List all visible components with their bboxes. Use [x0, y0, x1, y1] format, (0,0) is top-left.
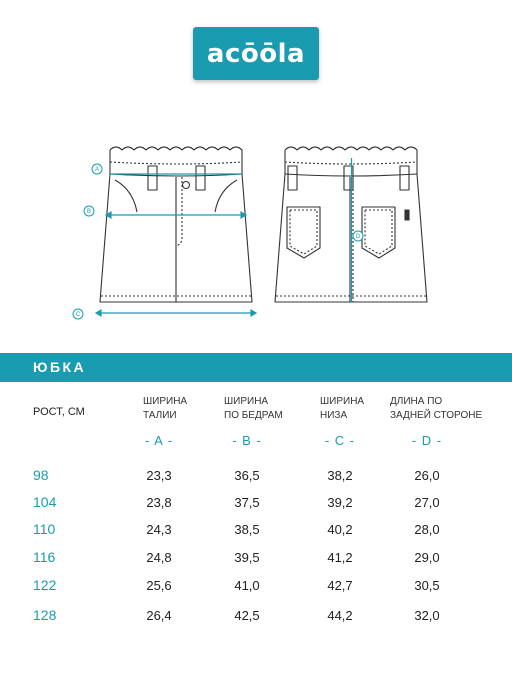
hem-cell: 38,2 [327, 468, 353, 483]
hem-cell: 41,2 [327, 550, 353, 565]
back-length-cell: 29,0 [414, 550, 440, 565]
column-header-back-length-line1: ДЛИНА ПО [390, 396, 443, 407]
column-header-hem: ШИРИНА НИЗА [320, 395, 364, 423]
column-header-back-length: ДЛИНА ПО ЗАДНЕЙ СТОРОНЕ [390, 395, 482, 423]
skirt-technical-drawing: A B C D [72, 146, 428, 320]
brand-logo: acōōla [193, 27, 319, 80]
column-letter-c: - C - [324, 433, 356, 448]
hem-cell: 44,2 [327, 608, 353, 623]
hem-cell: 42,7 [327, 578, 353, 593]
svg-text:C: C [76, 312, 81, 318]
size-cell: 116 [33, 549, 56, 565]
skirt-back-view [274, 146, 428, 303]
waist-cell: 26,4 [146, 608, 172, 623]
hips-cell: 38,5 [234, 522, 260, 537]
hips-cell: 39,5 [234, 550, 260, 565]
hem-cell: 39,2 [327, 495, 353, 510]
marker-a: A [91, 163, 103, 175]
hem-cell: 40,2 [327, 522, 353, 537]
marker-d: D [352, 230, 364, 242]
waist-cell: 25,6 [146, 578, 172, 593]
column-header-hem-line2: НИЗА [320, 410, 348, 421]
size-cell: 122 [33, 577, 57, 593]
marker-b: B [83, 205, 95, 217]
column-header-hem-line1: ШИРИНА [320, 396, 365, 407]
column-header-waist-line2: ТАЛИИ [143, 410, 177, 421]
column-letter-b: - B - [232, 433, 262, 448]
brand-logo-text: acōōla [206, 38, 306, 69]
skirt-front-view [99, 146, 253, 303]
waist-cell: 24,8 [146, 550, 172, 565]
size-cell: 104 [33, 494, 57, 510]
size-cell: 98 [33, 467, 49, 483]
waist-cell: 24,3 [146, 522, 172, 537]
height-header: РОСТ, СМ [33, 406, 85, 418]
hips-cell: 36,5 [234, 468, 260, 483]
back-length-cell: 32,0 [414, 608, 440, 623]
title-band: ЮБКА [0, 353, 512, 382]
column-header-hips-line1: ШИРИНА [224, 396, 269, 407]
column-header-waist: ШИРИНА ТАЛИИ [143, 395, 187, 423]
column-header-hips-line2: ПО БЕДРАМ [224, 410, 283, 421]
size-cell: 128 [33, 607, 57, 623]
column-letter-a: - A - [144, 433, 174, 448]
svg-text:A: A [95, 167, 99, 173]
hips-cell: 41,0 [234, 578, 260, 593]
waist-cell: 23,8 [146, 495, 172, 510]
svg-text:D: D [356, 234, 361, 240]
column-header-waist-line1: ШИРИНА [143, 396, 188, 407]
column-letter-d: - D - [411, 433, 443, 448]
size-cell: 110 [33, 521, 56, 537]
back-length-cell: 27,0 [414, 495, 440, 510]
hips-cell: 37,5 [234, 495, 260, 510]
waist-cell: 23,3 [146, 468, 172, 483]
marker-c: C [72, 308, 84, 320]
page-title: ЮБКА [33, 359, 87, 375]
svg-text:B: B [87, 209, 91, 215]
hips-cell: 42,5 [234, 608, 260, 623]
back-length-cell: 30,5 [414, 578, 440, 593]
back-length-cell: 26,0 [414, 468, 440, 483]
column-header-back-length-line2: ЗАДНЕЙ СТОРОНЕ [390, 410, 483, 421]
back-length-cell: 28,0 [414, 522, 440, 537]
column-header-hips: ШИРИНА ПО БЕДРАМ [224, 395, 283, 423]
